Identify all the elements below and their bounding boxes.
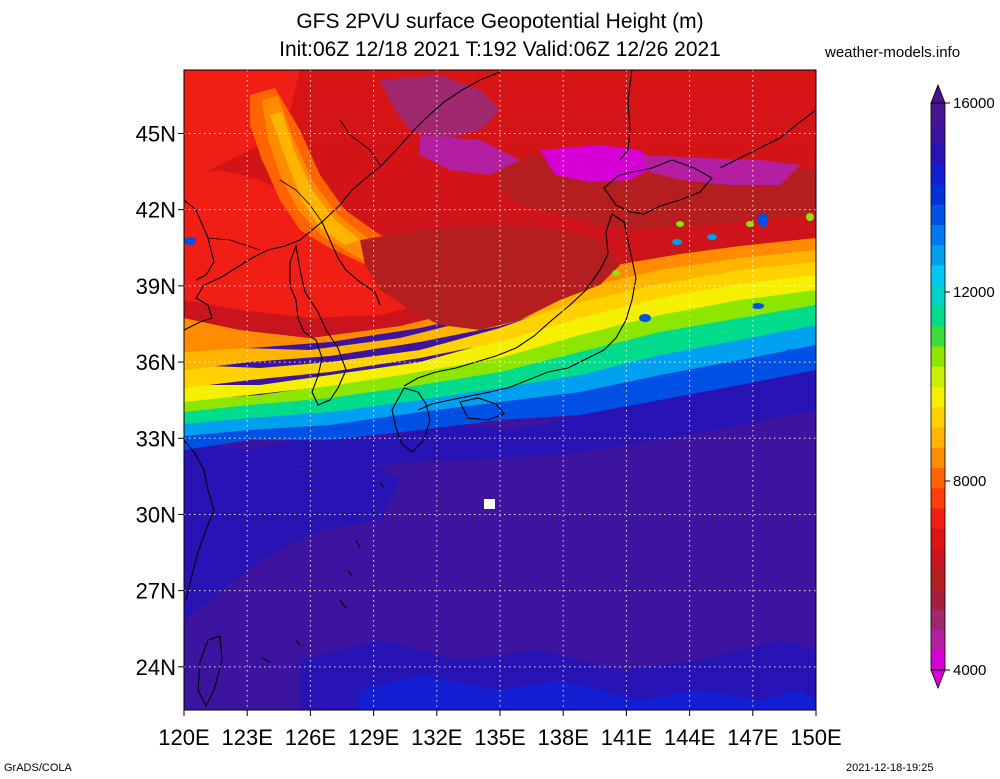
lat-tick-label: 27N [136, 579, 176, 604]
lat-tick-label: 42N [136, 198, 176, 223]
colorbar-swatch [931, 508, 945, 529]
lon-tick-label: 144E [664, 725, 715, 750]
colorbar-swatch [931, 325, 945, 347]
colorbar-swatch [931, 346, 945, 367]
colorbar-swatch [931, 447, 945, 468]
lat-tick-label: 30N [136, 502, 176, 527]
footer-credit: GrADS/COLA [4, 762, 72, 774]
colorbar-swatch [931, 548, 945, 570]
map-title-line1: GFS 2PVU surface Geopotential Height (m) [296, 10, 704, 33]
colorbar-swatch [931, 467, 945, 489]
lat-tick-label: 45N [136, 121, 176, 146]
colorbar-label: 12000 [953, 284, 995, 301]
colorbar-swatch [931, 265, 945, 286]
lat-tick-label: 36N [136, 350, 176, 375]
colorbar: 4000 8000 12000 16000 [930, 83, 995, 690]
colorbar-swatch [931, 143, 945, 165]
longitude-axis: 120E 123E 126E 129E 132E 135E 138E 141E 144E 147E… [158, 710, 842, 750]
colorbar-swatch [931, 406, 945, 428]
colorbar-swatch [931, 123, 945, 144]
footer-timestamp: 2021-12-18-19:25 [846, 762, 934, 774]
lon-tick-label: 135E [474, 725, 525, 750]
lon-tick-label: 129E [348, 725, 399, 750]
lon-tick-label: 138E [538, 725, 589, 750]
lat-tick-label: 33N [136, 426, 176, 451]
colorbar-swatch [931, 163, 945, 185]
colorbar-swatch [931, 285, 945, 306]
colorbar-low-arrow [930, 669, 946, 690]
colorbar-swatch [931, 649, 945, 671]
colorbar-swatch [931, 609, 945, 630]
colorbar-swatch [931, 629, 945, 651]
colorbar-swatch [931, 244, 945, 266]
geopotential-field [184, 70, 816, 710]
lon-tick-label: 132E [411, 725, 462, 750]
colorbar-swatch [931, 568, 945, 590]
lon-tick-label: 141E [601, 725, 652, 750]
colorbar-swatch [931, 589, 945, 610]
colorbar-swatch [931, 204, 945, 225]
colorbar-label: 16000 [953, 95, 995, 112]
latitude-axis: 45N 42N 39N 36N 33N 30N 27N 24N [136, 121, 184, 680]
site-credit: weather-models.info [825, 44, 961, 61]
colorbar-swatch [931, 184, 945, 205]
colorbar-swatch [931, 224, 945, 246]
colorbar-label: 4000 [953, 662, 986, 679]
lon-tick-label: 120E [158, 725, 209, 750]
lon-tick-label: 147E [727, 725, 778, 750]
colorbar-swatch [931, 103, 945, 124]
lat-tick-label: 39N [136, 274, 176, 299]
colorbar-swatch [931, 386, 945, 408]
lon-tick-label: 123E [222, 725, 273, 750]
colorbar-swatch [931, 305, 945, 327]
colorbar-high-arrow [930, 83, 946, 104]
colorbar-label: 8000 [953, 473, 986, 490]
lon-tick-label: 150E [790, 725, 841, 750]
lat-tick-label: 24N [136, 655, 176, 680]
colorbar-swatch [931, 528, 945, 549]
colorbar-swatch [931, 487, 945, 509]
map-title-line2: Init:06Z 12/18 2021 T:192 Valid:06Z 12/2… [279, 38, 721, 61]
lon-tick-label: 126E [285, 725, 336, 750]
colorbar-swatch [931, 366, 945, 387]
colorbar-swatch [931, 427, 945, 448]
